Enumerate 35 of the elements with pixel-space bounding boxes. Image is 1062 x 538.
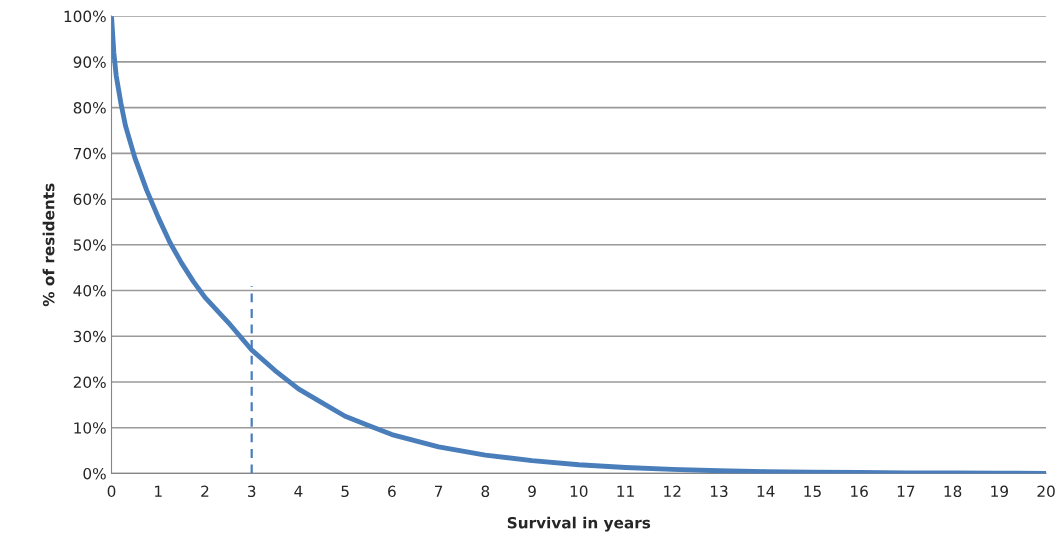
y-tick-label: 0% (83, 467, 106, 480)
y-tick-label: 90% (73, 56, 106, 68)
x-tick-label: 7 (435, 485, 443, 497)
x-tick-label: 18 (944, 485, 962, 498)
x-tick-label: 4 (294, 485, 303, 497)
y-tick-label: 40% (73, 284, 106, 297)
y-tick-label: 60% (73, 193, 106, 206)
x-tick-label: 12 (664, 485, 681, 497)
x-tick-label: 16 (851, 485, 868, 498)
y-tick-label: 80% (73, 102, 106, 114)
y-tick-label: 20% (73, 376, 106, 388)
x-tick-label: 10 (570, 485, 588, 498)
y-tick-label: 50% (73, 239, 106, 251)
x-tick-label: 11 (617, 485, 634, 497)
y-axis-title: % of residents (42, 183, 55, 307)
x-tick-label: 0 (107, 485, 116, 498)
x-tick-label: 6 (388, 485, 396, 498)
x-tick-label: 3 (248, 485, 256, 498)
y-tick-label: 70% (73, 147, 106, 160)
x-tick-label: 1 (155, 485, 162, 497)
line-series (111, 16, 1047, 474)
x-axis-title: Survival in years (507, 516, 651, 532)
x-tick-label: 9 (528, 485, 536, 498)
y-tick-label: 30% (73, 330, 106, 343)
x-tick-label: 19 (991, 485, 1008, 498)
y-tick-label: 100% (64, 10, 106, 23)
x-tick-label: 17 (897, 485, 915, 497)
y-tick-label: 10% (74, 422, 106, 434)
x-tick-label: 14 (757, 485, 775, 497)
x-tick-label: 5 (341, 485, 349, 498)
x-tick-label: 8 (481, 485, 490, 498)
x-tick-label: 15 (804, 485, 821, 498)
x-tick-label: 13 (710, 485, 728, 498)
x-tick-label: 2 (201, 485, 209, 497)
x-tick-label: 20 (1037, 485, 1055, 498)
